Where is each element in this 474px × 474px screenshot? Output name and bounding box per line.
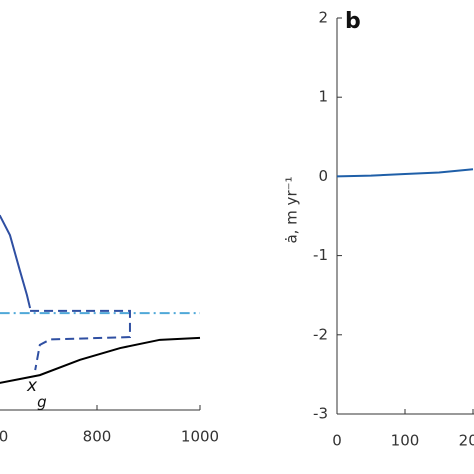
y-tick-label: -3 [313, 405, 328, 423]
x-tick-label: 600 [0, 428, 8, 446]
data-line [30, 309, 131, 371]
x-tick-label: 100 [391, 432, 420, 450]
y-tick-label: -2 [313, 325, 328, 343]
data-line [0, 214, 32, 309]
y-tick-label: 0 [318, 167, 328, 185]
annotation-sub: g [37, 393, 47, 411]
annotation: xg [26, 376, 47, 411]
y-tick-label: -1 [313, 246, 328, 264]
data-line [336, 168, 474, 178]
x-tick-label: 800 [83, 428, 112, 446]
panel-label: b [345, 9, 361, 34]
y-axis-label: ȧ, m yr⁻¹ [283, 176, 301, 243]
y-tick-label: 1 [318, 88, 328, 106]
annotation-main: x [26, 376, 38, 396]
x-tick-label: 1000 [181, 428, 219, 446]
y-tick-label: 2 [318, 9, 328, 27]
data-line [0, 336, 201, 384]
x-tick-label: 200 [459, 432, 474, 450]
x-tick-label: 0 [332, 432, 342, 450]
